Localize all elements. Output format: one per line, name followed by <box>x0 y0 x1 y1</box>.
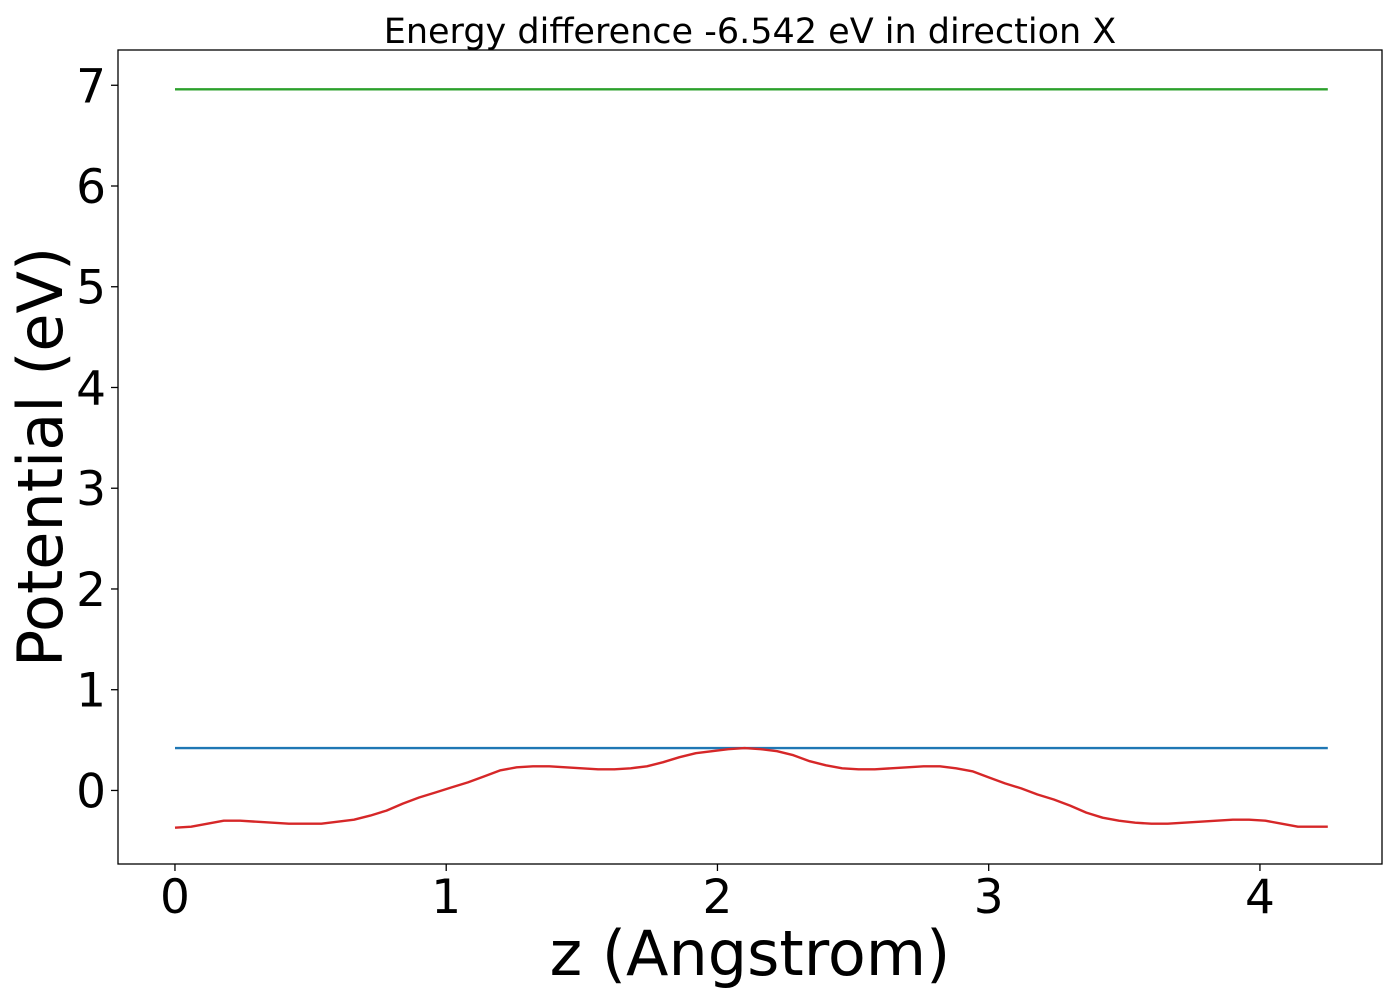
y-axis-label: Potential (eV) <box>4 247 77 667</box>
x-tick-label: 1 <box>431 870 461 925</box>
y-tick-label: 4 <box>76 361 106 416</box>
y-tick-label: 2 <box>76 563 106 618</box>
x-tick-label: 4 <box>1245 870 1275 925</box>
y-tick-label: 5 <box>76 261 106 316</box>
x-tick-label: 3 <box>974 870 1004 925</box>
series-line-2 <box>174 746 1328 829</box>
y-tick-label: 6 <box>76 160 106 215</box>
x-tick-label: 2 <box>702 870 732 925</box>
chart-title: Energy difference -6.542 eV in direction… <box>384 12 1117 52</box>
x-axis-label: z (Angstrom) <box>550 917 951 990</box>
y-tick-label: 7 <box>76 59 106 114</box>
y-tick-label: 0 <box>76 764 106 819</box>
x-tick-label: 0 <box>160 870 190 925</box>
x-axis: 0 1 2 3 4 <box>160 864 1275 925</box>
y-tick-label: 1 <box>76 664 106 719</box>
y-tick-label: 3 <box>76 462 106 517</box>
series-layer <box>174 88 1328 829</box>
y-axis: 0 1 2 3 4 5 6 7 <box>76 59 118 819</box>
plot-frame <box>117 49 1383 865</box>
